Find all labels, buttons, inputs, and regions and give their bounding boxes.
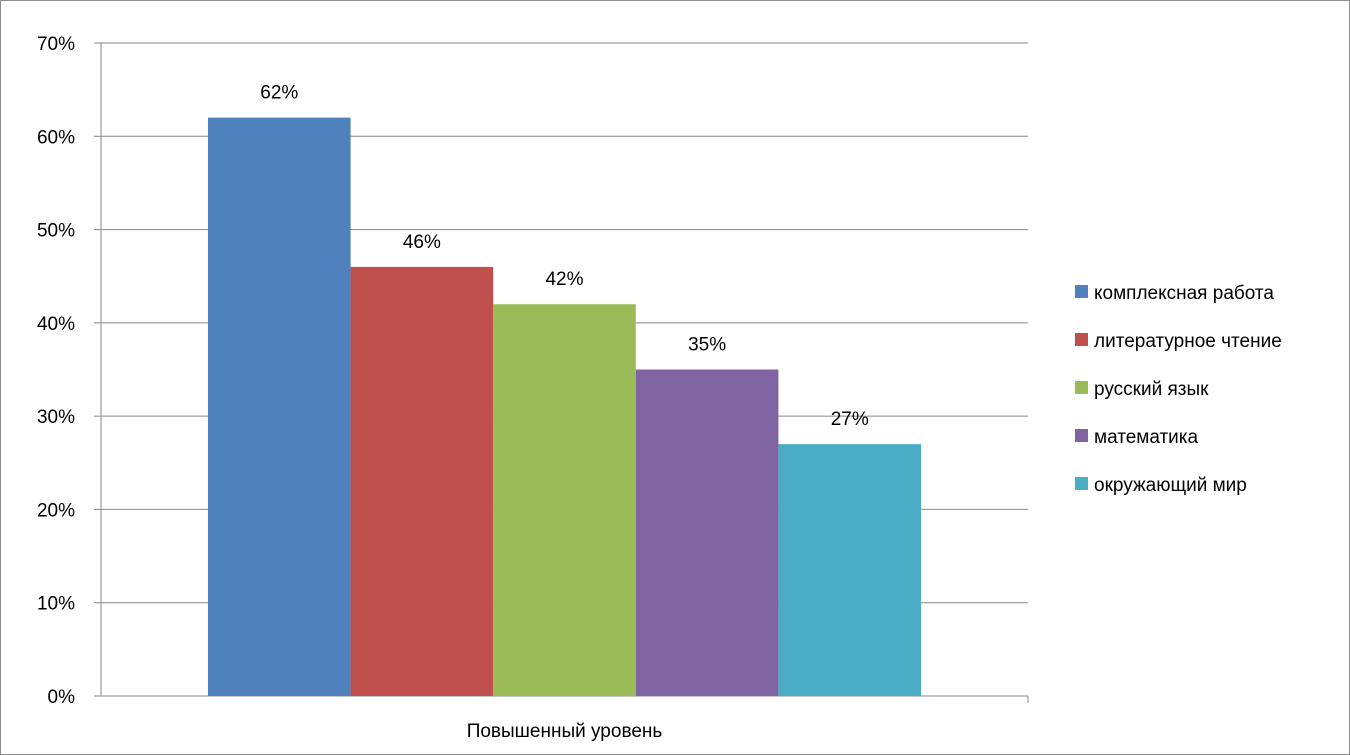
legend-label: русский язык [1094, 379, 1209, 400]
legend-label: комплексная работа [1094, 283, 1274, 304]
legend-swatch [1075, 429, 1088, 442]
legend-swatch [1075, 333, 1088, 346]
bars [207, 117, 922, 697]
legend-swatch [1075, 381, 1088, 394]
x-category-label: Повышенный уровень [467, 721, 663, 742]
data-label: 62% [260, 83, 298, 104]
data-label: 27% [831, 409, 869, 430]
y-tick-label: 30% [37, 407, 75, 428]
legend-label: окружающий мир [1094, 475, 1247, 496]
data-label: 42% [545, 269, 583, 290]
y-tick-label: 50% [37, 221, 75, 242]
y-tick-label: 10% [37, 594, 75, 615]
bar-5 [778, 444, 922, 696]
y-tick-label: 40% [37, 314, 75, 335]
legend-swatch [1075, 477, 1088, 490]
y-tick-label: 0% [48, 687, 76, 708]
data-labels: 62% 46% 42% 35% 27% [260, 83, 869, 431]
y-axis-ticks: 0% 10% 20% 30% 40% 50% 60% 70% [37, 34, 101, 708]
y-tick-label: 20% [37, 500, 75, 521]
legend-label: математика [1094, 427, 1199, 448]
legend-label: литературное чтение [1094, 331, 1282, 352]
bar-1 [207, 117, 351, 697]
bar-4 [635, 369, 779, 696]
y-tick-label: 60% [37, 127, 75, 148]
data-label: 35% [688, 335, 726, 356]
bar-2 [350, 266, 494, 696]
bar-3 [493, 304, 636, 696]
data-label: 46% [403, 232, 441, 253]
legend-swatch [1075, 285, 1088, 298]
legend: комплексная работа литературное чтение рус… [1075, 283, 1282, 496]
y-tick-label: 70% [37, 34, 75, 55]
